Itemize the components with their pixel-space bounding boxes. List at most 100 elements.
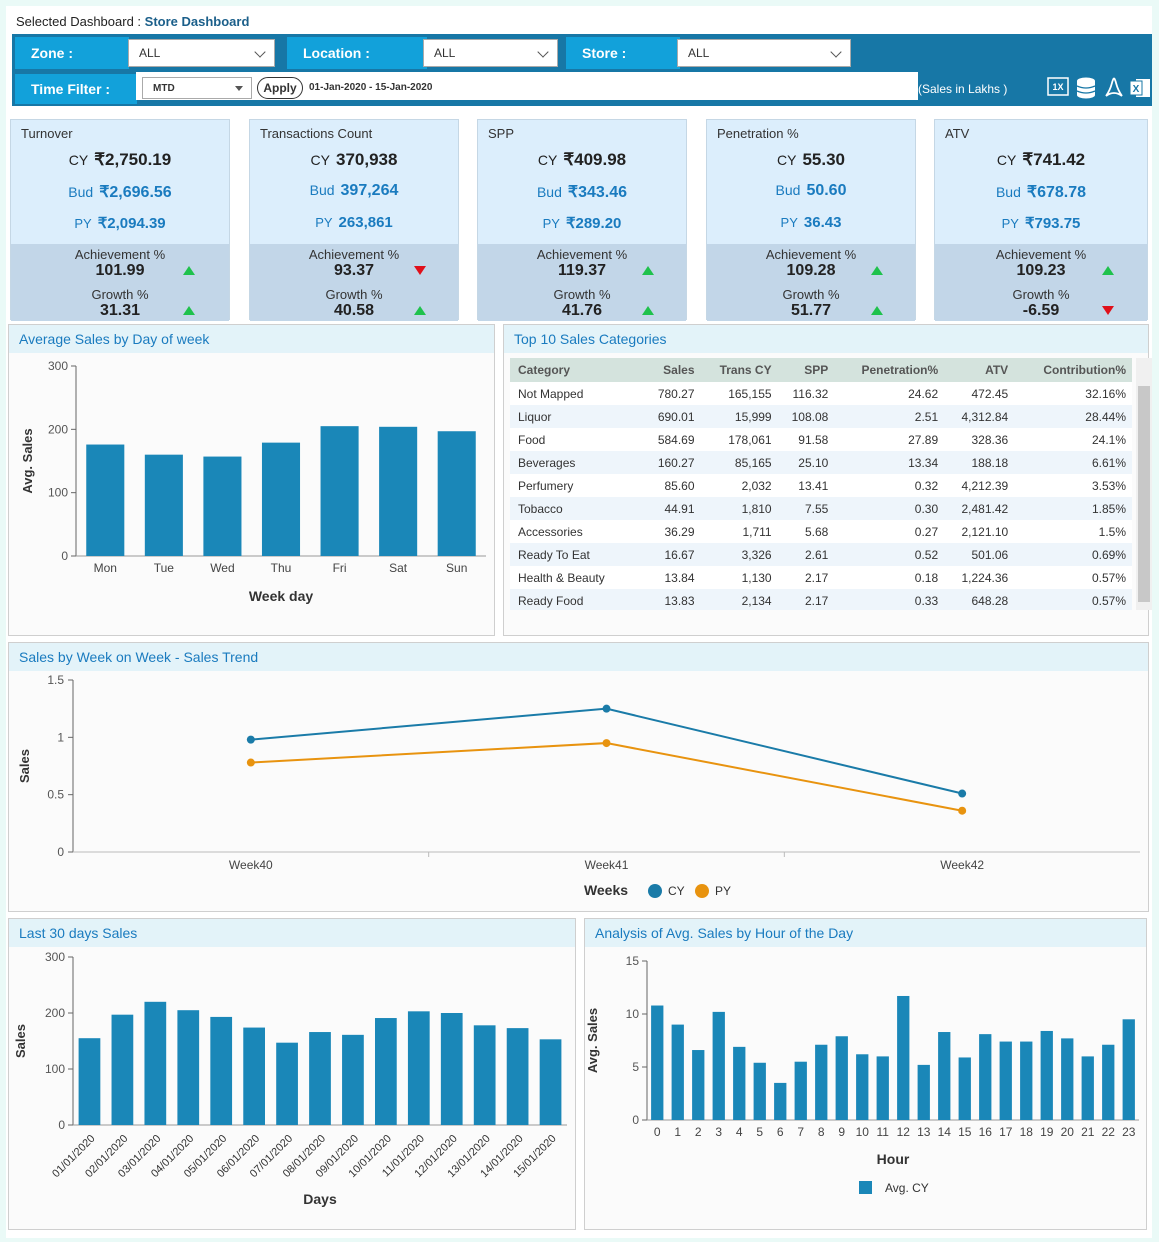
achievement-value: 101.99 bbox=[95, 262, 145, 279]
table-row[interactable]: Ready Food 13.83 2,134 2.17 0.33 648.28 0.57% bbox=[510, 589, 1132, 610]
table-header-row: Category Sales Trans CY SPP Penetration% ATV C… bbox=[510, 358, 1132, 382]
kpi-achievement-section: Achievement % 109.23 Growth % -6.59 bbox=[935, 244, 1147, 321]
growth-value: 51.77 bbox=[790, 302, 832, 319]
table-cell: 36.29 bbox=[643, 520, 701, 543]
last-30-days-panel: Last 30 days Sales bbox=[8, 918, 576, 1230]
table-cell: 13.34 bbox=[834, 451, 945, 474]
panel-title: Top 10 Sales Categories bbox=[504, 325, 1148, 353]
kpi-title: Transactions Count bbox=[260, 126, 373, 141]
achievement-label: Achievement % bbox=[308, 247, 400, 262]
table-cell: 0.69% bbox=[1014, 543, 1132, 566]
column-header[interactable]: Category bbox=[510, 358, 644, 382]
table-cell: 1.5% bbox=[1014, 520, 1132, 543]
column-header[interactable]: Sales bbox=[643, 358, 701, 382]
table-cell: 2.51 bbox=[834, 405, 945, 428]
table-cell: 91.58 bbox=[777, 428, 835, 451]
table-cell: Beverages bbox=[510, 451, 644, 474]
growth-label: Growth % bbox=[91, 287, 149, 302]
svg-text:1X: 1X bbox=[1052, 82, 1063, 92]
kpi-title: SPP bbox=[488, 126, 515, 141]
kpi-achievement-section: Achievement % 119.37 Growth % 41.76 bbox=[478, 244, 686, 321]
table-cell: 648.28 bbox=[944, 589, 1015, 610]
kpi-card-4: ATV CY ₹741.42 Bud ₹678.78 PY ₹793.75 Achievem… bbox=[934, 119, 1148, 321]
table-cell: 6.61% bbox=[1014, 451, 1132, 474]
table-row[interactable]: Beverages 160.27 85,165 25.10 13.34 188.18 6.6… bbox=[510, 451, 1132, 474]
table-cell: 13.41 bbox=[777, 474, 835, 497]
date-range: 01-Jan-2020 - 15-Jan-2020 bbox=[309, 82, 433, 93]
chevron-down-icon bbox=[254, 46, 266, 58]
zone-select[interactable]: ALL bbox=[128, 39, 275, 67]
scrollbar-thumb[interactable] bbox=[1138, 386, 1150, 602]
table-cell: 1,810 bbox=[700, 497, 778, 520]
table-cell: Liquor bbox=[510, 405, 644, 428]
table-cell: 1,130 bbox=[700, 566, 778, 589]
table-row[interactable]: Food 584.69 178,061 91.58 27.89 328.36 24.1% bbox=[510, 428, 1132, 451]
growth-value: 40.58 bbox=[333, 302, 375, 319]
table-row[interactable]: Health & Beauty 13.84 1,130 2.17 0.18 1,224.3… bbox=[510, 566, 1132, 589]
kpi-achievement-section: Achievement % 93.37 Growth % 40.58 bbox=[250, 244, 458, 321]
kpi-py: PY 263,861 bbox=[315, 214, 393, 231]
table-cell: Food bbox=[510, 428, 644, 451]
table-cell: 3.53% bbox=[1014, 474, 1132, 497]
excel-icon[interactable]: X bbox=[1128, 76, 1152, 100]
table-cell: Health & Beauty bbox=[510, 566, 644, 589]
table-cell: 178,061 bbox=[700, 428, 778, 451]
kpi-cy: CY 370,938 bbox=[310, 150, 398, 169]
table-cell: 0.32 bbox=[834, 474, 945, 497]
table-cell: 3,326 bbox=[700, 543, 778, 566]
store-select[interactable]: ALL bbox=[677, 39, 851, 67]
kpi-bud: Bud 50.60 bbox=[775, 182, 847, 199]
top-categories-table-wrap[interactable]: Category Sales Trans CY SPP Penetration% ATV C… bbox=[510, 358, 1136, 610]
kpi-achievement-section: Achievement % 101.99 Growth % 31.31 bbox=[11, 244, 229, 321]
table-cell: Ready To Eat bbox=[510, 543, 644, 566]
growth-label: Growth % bbox=[782, 287, 840, 302]
table-row[interactable]: Accessories 36.29 1,711 5.68 0.27 2,121.10 1.5… bbox=[510, 520, 1132, 543]
table-cell: 2,121.10 bbox=[944, 520, 1015, 543]
column-header[interactable]: SPP bbox=[777, 358, 835, 382]
apply-button[interactable]: Apply bbox=[257, 77, 303, 99]
column-header[interactable]: Contribution% bbox=[1014, 358, 1132, 382]
table-row[interactable]: Not Mapped 780.27 165,155 116.32 24.62 472.45… bbox=[510, 382, 1132, 405]
table-cell: 2.17 bbox=[777, 589, 835, 610]
achievement-label: Achievement % bbox=[74, 247, 166, 262]
table-cell: 690.01 bbox=[643, 405, 701, 428]
column-header[interactable]: ATV bbox=[944, 358, 1015, 382]
table-cell: 2,134 bbox=[700, 589, 778, 610]
column-header[interactable]: Penetration% bbox=[834, 358, 945, 382]
growth-up-arrow-icon bbox=[182, 306, 195, 315]
table-row[interactable]: Perfumery 85.60 2,032 13.41 0.32 4,212.39 3.53… bbox=[510, 474, 1132, 497]
achievement-label: Achievement % bbox=[536, 247, 628, 262]
table-cell: 4,212.39 bbox=[944, 474, 1015, 497]
table-cell: 0.27 bbox=[834, 520, 945, 543]
table-row[interactable]: Ready To Eat 16.67 3,326 2.61 0.52 501.06 0.69… bbox=[510, 543, 1132, 566]
table-cell: 328.36 bbox=[944, 428, 1015, 451]
achievement-up-arrow-icon bbox=[182, 266, 195, 275]
kpi-py: PY ₹793.75 bbox=[1001, 215, 1081, 232]
column-header[interactable]: Trans CY bbox=[700, 358, 778, 382]
panel-title: Sales by Week on Week - Sales Trend bbox=[9, 643, 1148, 671]
table-cell: 16.67 bbox=[643, 543, 701, 566]
table-cell: 1.85% bbox=[1014, 497, 1132, 520]
table-cell: 28.44% bbox=[1014, 405, 1132, 428]
table-cell: 0.52 bbox=[834, 543, 945, 566]
table-row[interactable]: Tobacco 44.91 1,810 7.55 0.30 2,481.42 1.85% bbox=[510, 497, 1132, 520]
table-cell: 24.62 bbox=[834, 382, 945, 405]
kpi-cy: CY ₹2,750.19 bbox=[68, 150, 172, 169]
table-cell: 0.30 bbox=[834, 497, 945, 520]
location-select[interactable]: ALL bbox=[423, 39, 558, 67]
top-categories-table: Category Sales Trans CY SPP Penetration% ATV C… bbox=[510, 358, 1132, 610]
table-cell: 85,165 bbox=[700, 451, 778, 474]
excel-1x-icon[interactable]: 1X bbox=[1046, 76, 1070, 98]
achievement-up-arrow-icon bbox=[1101, 266, 1114, 275]
growth-up-arrow-icon bbox=[413, 306, 426, 315]
kpi-achievement-section: Achievement % 109.28 Growth % 51.77 bbox=[707, 244, 915, 321]
achievement-label: Achievement % bbox=[995, 247, 1087, 262]
zone-label: Zone : bbox=[15, 37, 129, 69]
time-filter-select[interactable]: MTD bbox=[142, 77, 252, 99]
table-scrollbar[interactable] bbox=[1136, 358, 1152, 610]
pdf-icon[interactable] bbox=[1102, 76, 1126, 100]
table-row[interactable]: Liquor 690.01 15,999 108.08 2.51 4,312.84 28.4… bbox=[510, 405, 1132, 428]
svg-text:X: X bbox=[1133, 84, 1140, 95]
table-cell: 2.61 bbox=[777, 543, 835, 566]
database-icon[interactable] bbox=[1074, 76, 1098, 100]
